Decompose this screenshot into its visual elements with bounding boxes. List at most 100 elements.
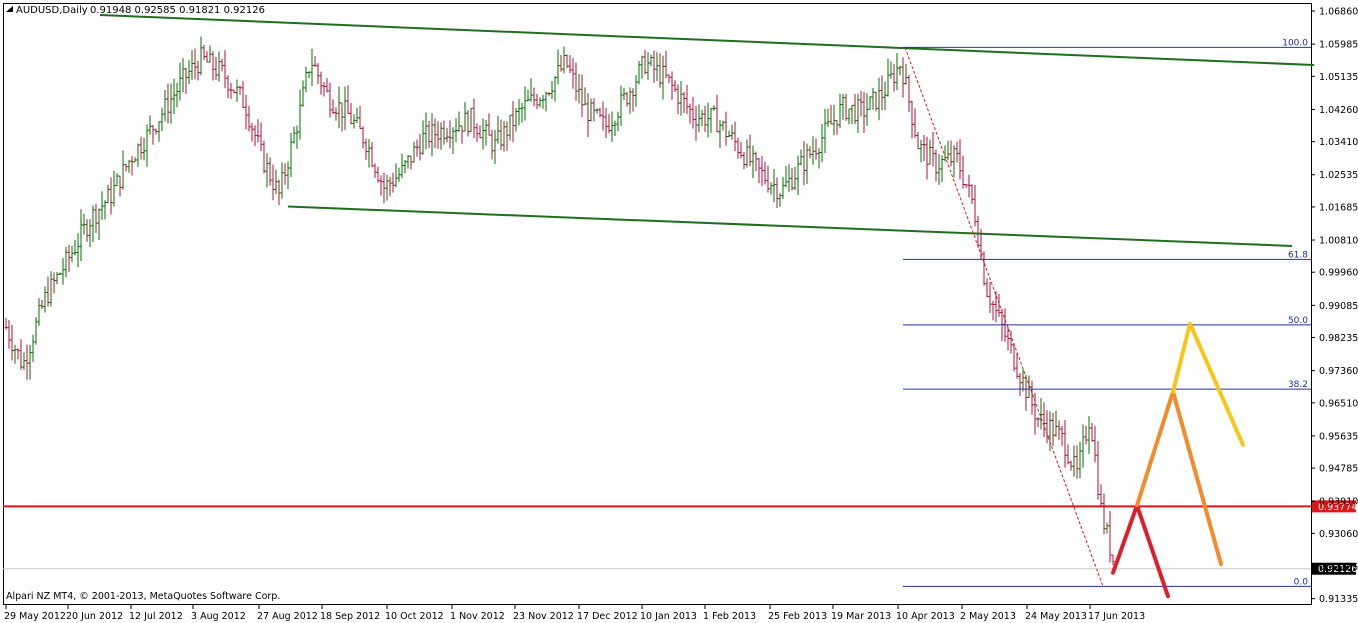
time-tick-label: 2 May 2013 xyxy=(960,611,1016,622)
ohlc-bar xyxy=(52,272,56,294)
ohlc-bar xyxy=(928,139,932,165)
ohlc-bar xyxy=(892,64,896,92)
ohlc-bar xyxy=(619,85,623,126)
ohlc-bar xyxy=(766,165,770,193)
ohlc-bar xyxy=(880,75,884,111)
ohlc-bar xyxy=(895,52,899,91)
ohlc-bar xyxy=(925,136,929,180)
ohlc-bar xyxy=(643,49,647,75)
horizontal-price-tag-label: 0.93774 xyxy=(1318,502,1357,513)
ohlc-bar xyxy=(772,169,776,203)
ohlc-bar xyxy=(1102,493,1106,535)
ohlc-bar xyxy=(73,239,77,256)
price-tick-label: 1.04260 xyxy=(1319,105,1358,116)
ohlc-bar xyxy=(829,104,833,125)
ohlc-bar xyxy=(145,124,149,167)
ohlc-bar xyxy=(370,142,374,168)
ohlc-bar xyxy=(1066,444,1070,465)
ohlc-bar xyxy=(826,108,830,128)
plot-frame xyxy=(3,3,1312,605)
ohlc-bar xyxy=(1048,411,1052,452)
ohlc-bar xyxy=(40,300,44,310)
ohlc-bar xyxy=(886,58,890,97)
ohlc-bar xyxy=(247,105,251,132)
ohlc-bar xyxy=(802,141,806,186)
ohlc-bar xyxy=(985,278,989,298)
ohlc-bar xyxy=(493,129,497,164)
ohlc-bar xyxy=(1009,330,1013,354)
ohlc-bar xyxy=(394,163,398,188)
ohlc-bar xyxy=(376,166,380,183)
ohlc-bar xyxy=(646,52,650,80)
ohlc-bar xyxy=(988,281,992,314)
ohlc-bar xyxy=(877,77,881,121)
ohlc-bar xyxy=(409,155,413,170)
ohlc-bar xyxy=(919,139,923,163)
ohlc-bar xyxy=(508,114,512,141)
ohlc-bar xyxy=(667,74,671,84)
ohlc-bar xyxy=(295,125,299,149)
ohlc-bar xyxy=(634,75,638,107)
ohlc-bar xyxy=(79,209,83,262)
fibonacci-levels: 100.0 61.8 50.0 38.2 0.0 xyxy=(903,38,1311,587)
ohlc-bar xyxy=(316,63,320,85)
ohlc-bar xyxy=(733,121,737,151)
ohlc-bar xyxy=(514,107,518,132)
ohlc-bar xyxy=(100,191,104,220)
ohlc-bar xyxy=(655,52,659,81)
channel-upper-line xyxy=(99,14,1315,66)
ohlc-bar xyxy=(1033,392,1037,435)
ohlc-bar xyxy=(148,115,152,135)
ohlc-bar xyxy=(22,352,26,371)
ohlc-bar xyxy=(1036,417,1040,427)
ohlc-bar xyxy=(499,119,503,151)
ohlc-bar xyxy=(385,174,389,201)
ohlc-bar xyxy=(778,193,782,207)
horizontal-price-tag xyxy=(1312,500,1356,513)
ohlc-bar xyxy=(970,184,974,204)
ohlc-bar xyxy=(955,141,959,163)
ohlc-bar xyxy=(922,135,926,162)
price-tick-label: 1.02535 xyxy=(1319,170,1358,181)
symbol-label: AUDUSD,Daily xyxy=(16,5,88,16)
ohlc-bar xyxy=(82,213,86,235)
current-price-tag-label: 0.92126 xyxy=(1318,564,1357,575)
ohlc-bar xyxy=(652,50,656,83)
fib-level-label: 50.0 xyxy=(1288,316,1308,326)
ohlc-bar xyxy=(577,73,581,104)
ohlc-bar xyxy=(430,113,434,157)
ohlc-bar xyxy=(304,66,308,93)
ohlc-bar xyxy=(637,61,641,85)
ohlc-bar xyxy=(1084,425,1088,445)
ohlc-bar xyxy=(1063,420,1067,468)
price-tick-label: 0.92185 xyxy=(1319,562,1358,573)
ohlc-bar xyxy=(628,87,632,114)
ohlc-bar xyxy=(769,182,773,195)
ohlc-bar xyxy=(760,155,764,187)
ohlc-bar xyxy=(625,91,629,107)
ohlc-bar xyxy=(208,45,212,63)
ohlc-bar xyxy=(784,165,788,188)
chart-header: AUDUSD,Daily 0.91948 0.92585 0.91821 0.9… xyxy=(6,5,265,16)
time-tick-label: 10 Jan 2013 xyxy=(640,611,697,622)
ohlc-bar xyxy=(136,143,140,167)
ohlc-bar xyxy=(13,344,17,364)
ohlc-bar xyxy=(61,258,65,285)
ohlc-bar xyxy=(547,92,551,97)
ohlc-bar xyxy=(907,74,911,113)
ohlc-bar xyxy=(109,177,113,215)
time-tick-label: 23 Nov 2012 xyxy=(513,611,574,622)
ohlc-bar xyxy=(229,82,233,99)
ohlc-bar xyxy=(1081,424,1085,468)
ohlc-bar xyxy=(121,150,125,190)
ohlc-bar xyxy=(196,60,200,81)
time-tick-label: 12 Jul 2012 xyxy=(129,611,183,622)
ohlc-bar xyxy=(658,53,662,88)
ohlc-bar xyxy=(1069,460,1073,471)
ohlc-values: 0.91948 0.92585 0.91821 0.92126 xyxy=(90,5,265,16)
ohlc-bar xyxy=(559,54,563,72)
ohlc-bar xyxy=(307,71,311,79)
fib-trend-line xyxy=(904,47,1104,587)
price-tick-label: 0.97360 xyxy=(1319,366,1358,377)
